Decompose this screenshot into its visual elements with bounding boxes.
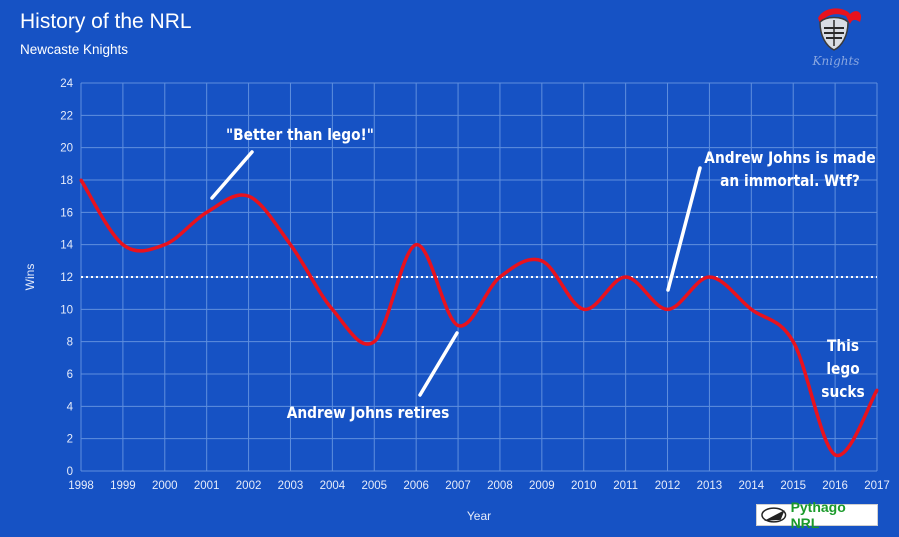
data-point: [414, 243, 418, 247]
annotation-immortal: Andrew Johns is made an immortal. Wtf?: [666, 148, 876, 292]
x-tick-label: 2009: [529, 480, 555, 492]
y-tick-label: 2: [67, 434, 73, 446]
logo-text: Knights: [812, 54, 860, 68]
x-tick-label: 2011: [613, 480, 638, 492]
pythago-nrl-badge: Pythago NRL: [756, 499, 878, 531]
y-tick-label: 14: [60, 240, 73, 252]
chart-title: History of the NRL: [20, 10, 192, 33]
series-line-wins: [79, 179, 879, 458]
x-tick-label: 2006: [403, 480, 429, 492]
annotation-text: "Better than lego!": [226, 125, 374, 144]
x-tick-label: 2001: [194, 480, 220, 492]
annotation-sucks: This lego sucks: [821, 336, 865, 401]
y-tick-label: 12: [60, 272, 73, 284]
x-tick-label: 2003: [278, 480, 304, 492]
annotation-lego: "Better than lego!": [210, 125, 374, 200]
annotation-text: an immortal. Wtf?: [720, 171, 860, 190]
chart-subtitle: Newcaste Knights: [20, 42, 129, 57]
x-tick-label: 2014: [739, 480, 765, 492]
annotation-pointer: [418, 331, 459, 397]
annotation-text: Andrew Johns retires: [287, 403, 450, 422]
y-tick-label: 0: [67, 466, 73, 478]
x-tick-label: 2002: [236, 480, 262, 492]
y-tick-label: 18: [60, 175, 73, 187]
data-point: [707, 275, 711, 279]
y-tick-label: 20: [60, 143, 73, 155]
x-tick-label: 2004: [320, 480, 346, 492]
data-point: [791, 340, 795, 344]
annotations: "Better than lego!" Andrew Johns retires A…: [210, 125, 876, 422]
annotation-text: lego: [826, 359, 859, 378]
knights-logo: Knights: [806, 6, 866, 78]
data-points: [79, 178, 879, 457]
data-point: [456, 324, 460, 327]
data-point: [247, 194, 251, 198]
data-point: [666, 307, 670, 311]
x-tick-label: 2005: [361, 480, 387, 492]
y-tick-label: 6: [67, 369, 73, 381]
annotation-text: Andrew Johns is made: [704, 148, 875, 167]
data-point: [288, 243, 292, 247]
x-tick-label: 2017: [864, 480, 890, 492]
x-tick-label: 2010: [571, 480, 597, 492]
annotation-text: sucks: [821, 382, 865, 401]
y-axis-title: Wins: [23, 264, 37, 291]
x-tick-label: 1999: [110, 480, 136, 492]
data-point: [79, 178, 83, 182]
annotation-pointer: [666, 166, 702, 292]
data-point: [372, 340, 376, 344]
annotation-text: This: [827, 336, 859, 355]
data-point: [330, 307, 334, 311]
annotation-retires: Andrew Johns retires: [287, 331, 459, 422]
data-point: [498, 275, 502, 279]
y-tick-label: 8: [67, 337, 73, 349]
x-tick-label: 2008: [487, 480, 513, 492]
data-point: [749, 307, 753, 311]
x-tick-label: 2000: [152, 480, 178, 492]
y-tick-label: 22: [60, 110, 73, 122]
x-tick-label: 2015: [780, 480, 806, 492]
y-tick-label: 4: [67, 401, 74, 413]
data-point: [582, 307, 586, 311]
x-tick-label: 2013: [697, 480, 723, 492]
data-point: [121, 243, 125, 247]
x-tick-label: 2007: [445, 480, 471, 492]
x-tick-label: 2016: [822, 480, 848, 492]
data-point: [540, 259, 544, 263]
x-axis-title: Year: [467, 509, 491, 523]
data-point: [875, 388, 879, 392]
annotation-pointer: [210, 150, 254, 200]
x-tick-label: 1998: [68, 480, 94, 492]
pythago-logo-icon: [761, 507, 787, 523]
y-tick-label: 16: [60, 207, 73, 219]
x-tick-label: 2012: [655, 480, 681, 492]
data-point: [624, 275, 628, 279]
pythago-nrl-label: Pythago NRL: [790, 499, 846, 531]
y-tick-label: 10: [60, 304, 73, 316]
data-point: [205, 210, 209, 214]
data-point: [163, 243, 167, 247]
y-tick-label: 24: [60, 78, 73, 90]
data-point: [833, 453, 837, 457]
